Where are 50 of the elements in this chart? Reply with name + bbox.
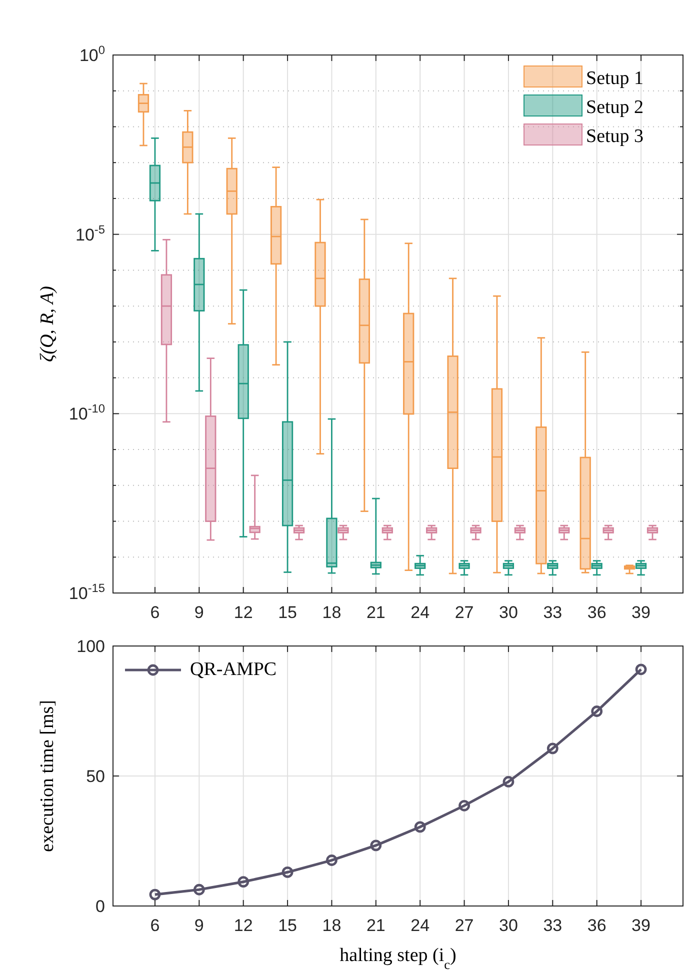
- x-tick-label: 15: [278, 603, 297, 622]
- x-tick-label: 9: [194, 916, 204, 935]
- y-axis-title: ζ(Q, R, A): [37, 286, 58, 362]
- point: [282, 866, 294, 878]
- x-tick-label: 27: [454, 916, 474, 935]
- x-tick-label: 9: [194, 603, 204, 622]
- x-tick-label: 6: [150, 916, 160, 935]
- legend-label: QR-AMPC: [190, 659, 277, 680]
- x-tick-label: 30: [499, 916, 518, 935]
- x-tick-label: 24: [410, 916, 430, 935]
- point: [238, 876, 250, 888]
- point: [591, 706, 603, 717]
- y-tick-label: 10$^{-10}$: [68, 402, 106, 424]
- x-tick-label: 12: [234, 916, 253, 935]
- x-axis-title: halting step (i$_{c}$): [340, 945, 456, 972]
- y-tick-label: 0: [96, 897, 105, 916]
- y-tick-label: 50: [86, 767, 105, 786]
- x-tick-label: 21: [366, 603, 386, 622]
- point: [502, 776, 514, 788]
- point: [193, 884, 205, 896]
- y-tick-label: 10$^{0}$: [79, 43, 106, 65]
- point: [546, 742, 558, 754]
- point: [458, 800, 470, 812]
- legend-label: Setup 3: [586, 126, 644, 147]
- x-tick-label: 18: [322, 603, 342, 622]
- y-tick-label: 10$^{-5}$: [76, 222, 106, 244]
- x-tick-label: 30: [499, 603, 518, 622]
- x-tick-label: 39: [632, 916, 650, 935]
- point: [326, 854, 338, 866]
- x-tick-label: 18: [322, 916, 342, 935]
- x-tick-label: 27: [454, 603, 474, 622]
- x-tick-label: 33: [543, 916, 562, 935]
- x-tick-label: 39: [632, 603, 650, 622]
- point: [414, 821, 426, 833]
- y-tick-label: 100: [76, 637, 105, 656]
- x-tick-label: 24: [410, 603, 430, 622]
- point: [370, 840, 382, 852]
- x-tick-label: 6: [150, 603, 160, 622]
- x-tick-label: 12: [234, 603, 253, 622]
- legend-label: Setup 2: [586, 97, 644, 118]
- legend-label: Setup 1: [586, 68, 644, 89]
- x-tick-label: 36: [587, 603, 606, 622]
- x-tick-label: 36: [587, 916, 606, 935]
- y-tick-label: 10$^{-15}$: [68, 581, 106, 603]
- point: [149, 888, 161, 900]
- y-axis-title: execution time [ms]: [37, 700, 58, 852]
- x-tick-label: 21: [366, 916, 386, 935]
- x-tick-label: 33: [543, 603, 562, 622]
- point: [635, 664, 647, 676]
- x-tick-label: 15: [278, 916, 297, 935]
